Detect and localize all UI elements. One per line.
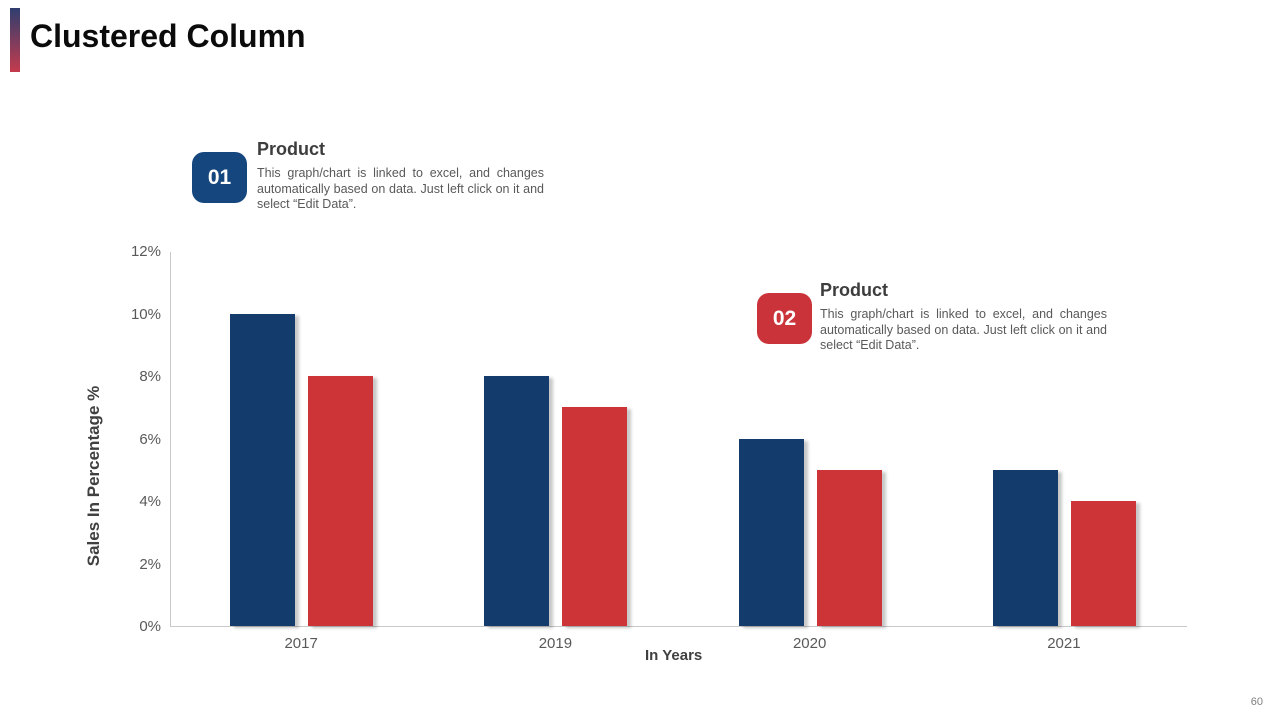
- callout-01-badge: 01: [192, 152, 247, 203]
- page-number: 60: [1250, 696, 1263, 708]
- y-tick-label: 0%: [139, 618, 161, 635]
- title-accent-bar: [10, 8, 20, 72]
- callout-02-badge: 02: [757, 293, 812, 344]
- page-title: Clustered Column: [30, 18, 306, 54]
- bar-product-01-2019: [484, 376, 550, 626]
- callout-01-heading: Product: [257, 139, 326, 159]
- y-tick-label: 12%: [130, 243, 161, 260]
- x-tick-label: 2021: [1047, 635, 1081, 652]
- callout-01-body: This graph/chart is linked to excel, and…: [257, 166, 544, 212]
- callout-02-body: This graph/chart is linked to excel, and…: [820, 307, 1107, 353]
- bar-product-01-2021: [992, 469, 1058, 626]
- y-tick-label: 10%: [130, 305, 161, 323]
- y-tick-label: 8%: [139, 368, 161, 385]
- x-axis-title: In Years: [645, 647, 703, 664]
- y-tick-label: 6%: [139, 430, 161, 448]
- bar-product-02-2017: [308, 376, 374, 626]
- bar-product-01-2020: [738, 438, 804, 626]
- y-axis-title: Sales In Percentage %: [84, 385, 103, 567]
- x-tick-label: 2019: [538, 635, 573, 652]
- x-tick-label: 2017: [284, 635, 318, 652]
- bar-product-02-2020: [816, 469, 882, 626]
- bar-product-02-2019: [562, 407, 628, 626]
- y-tick-label: 4%: [139, 493, 161, 510]
- callout-product-02: Product This graph/chart is linked to ex…: [820, 280, 1107, 354]
- y-tick-label: 2%: [139, 555, 161, 573]
- clustered-column-chart[interactable]: 0% 2% 4% 6% 8% 10% 12% 2017 2019 2020 2021: [131, 243, 1187, 652]
- x-tick-label: 2020: [792, 635, 827, 652]
- bar-product-01-2017: [230, 313, 296, 626]
- callout-product-01: Product This graph/chart is linked to ex…: [257, 139, 544, 213]
- bar-product-02-2021: [1070, 501, 1136, 626]
- callout-02-heading: Product: [820, 280, 889, 300]
